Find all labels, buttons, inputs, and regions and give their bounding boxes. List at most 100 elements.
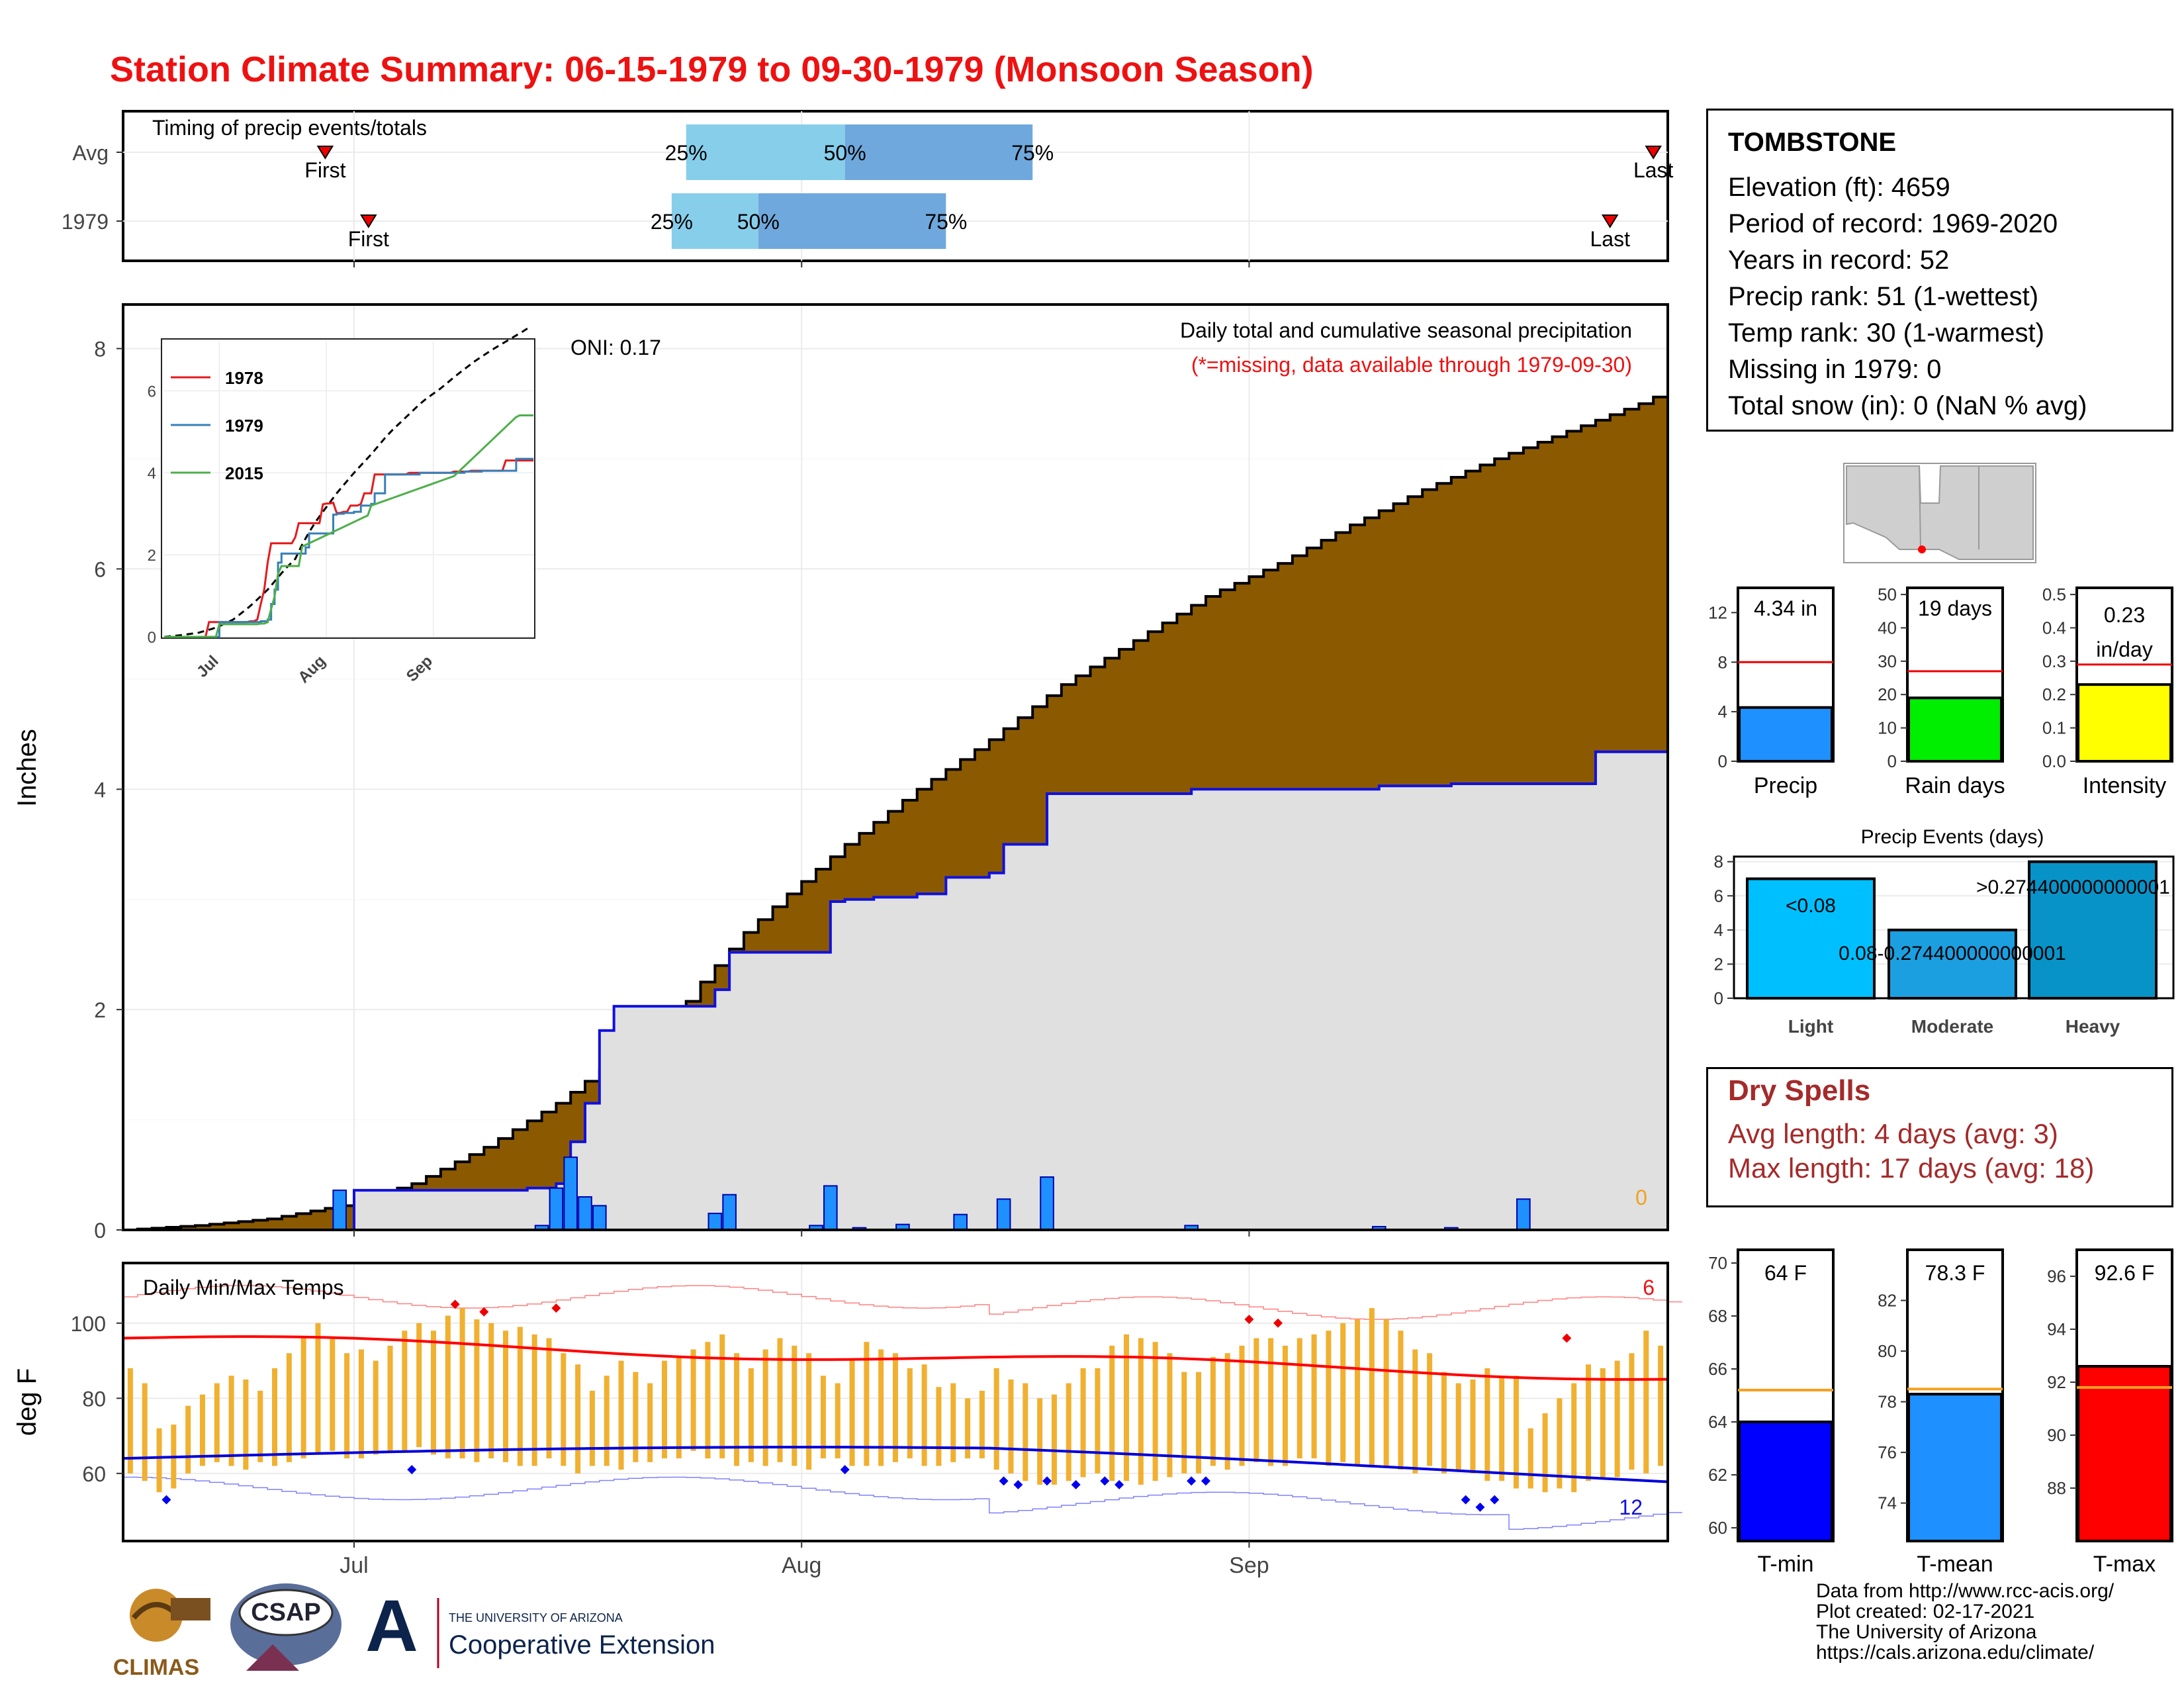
daily-temp-range-bar (734, 1353, 740, 1466)
mini-bar-ytick-label: 40 (1878, 618, 1897, 637)
record-low-marker (161, 1495, 171, 1505)
daily-temp-range-bar (965, 1398, 971, 1459)
daily-temp-range-bar (546, 1338, 552, 1459)
record-high-marker (551, 1303, 561, 1313)
daily-temp-range-bar (1224, 1353, 1230, 1470)
inset-legend-label: 1978 (225, 368, 263, 388)
daily-temp-range-bar (1383, 1319, 1389, 1466)
daily-temp-range-bar (647, 1383, 653, 1462)
daily-temp-range-bar (402, 1331, 408, 1451)
daily-temp-range-bar (430, 1331, 436, 1455)
daily-temp-range-bar (228, 1376, 234, 1466)
temp-summary-ytick-label: 70 (1708, 1253, 1727, 1273)
daily-temp-range-bar (488, 1323, 494, 1459)
precip-missing-note: (*=missing, data available through 1979-… (1191, 353, 1632, 377)
mini-bar-value (1738, 706, 1833, 763)
daily-temp-range-bar (690, 1349, 696, 1451)
mini-bar-ytick-label: 0.3 (2042, 651, 2066, 671)
daily-temp-range-bar (993, 1368, 999, 1470)
daily-temp-range-bar (315, 1323, 321, 1455)
temp-xtick-label: Aug (782, 1553, 822, 1578)
daily-temp-range-bar (1152, 1342, 1158, 1481)
footer-source: Data from http://www.rcc-acis.org/ (1816, 1580, 2115, 1602)
oni-label: ONI: 0.17 (570, 336, 661, 359)
inset-frame (161, 338, 535, 639)
temp-xtick-label: Sep (1229, 1553, 1269, 1578)
daily-precip-bar (1040, 1176, 1054, 1231)
daily-temp-range-bar (705, 1342, 711, 1459)
daily-temp-range-bar (1311, 1334, 1317, 1459)
daily-temp-range-bar (1297, 1338, 1302, 1459)
daily-temp-range-bar (1080, 1368, 1086, 1477)
station-name: TOMBSTONE (1728, 128, 1897, 157)
precip-panel: 0 2 4 6 8 Inches Daily total and cumulative … (13, 303, 1669, 1243)
timing-p25-label: 25% (665, 141, 707, 165)
daily-temp-range-bar (604, 1376, 610, 1466)
avg-tmax-line (122, 1335, 1668, 1381)
daily-temp-range-bar (199, 1394, 205, 1466)
events-bar (2028, 860, 2158, 1000)
temp-summary-value-label: 64 F (1764, 1261, 1807, 1285)
daily-temp-range-bar (1455, 1383, 1461, 1470)
daily-temp-range-bar (344, 1353, 350, 1459)
daily-precip-bar (1516, 1198, 1531, 1231)
mini-bar-ytick-label: 0 (1718, 751, 1727, 771)
record-low-marker (1071, 1479, 1081, 1489)
mini-bar-ytick-label: 10 (1878, 718, 1897, 738)
dry-spells-title: Dry Spells (1728, 1074, 1871, 1107)
daily-temp-range-bar (300, 1338, 306, 1459)
daily-temp-range-bar (286, 1353, 292, 1462)
temp-title: Daily Min/Max Temps (143, 1276, 343, 1299)
daily-temp-range-bar (1066, 1383, 1071, 1481)
daily-temp-range-bar (1037, 1398, 1043, 1485)
daily-temp-range-bar (936, 1387, 942, 1466)
timing-first-label: First (348, 227, 389, 251)
daily-temp-range-bar (921, 1364, 927, 1466)
climas-logo: CLIMAS (113, 1589, 210, 1680)
daily-precip-bar (707, 1213, 723, 1231)
temp-high-count: 6 (1643, 1276, 1655, 1299)
csap-logo-text: CSAP (251, 1599, 321, 1626)
temp-summary-ytick-label: 96 (2047, 1266, 2066, 1286)
mini-bar-ytick-label: 4 (1718, 702, 1727, 722)
temp-summary-ytick-label: 90 (2047, 1425, 2066, 1445)
temp-summary-ytick-label: 82 (1878, 1291, 1897, 1311)
timing-last-label: Last (1590, 227, 1631, 251)
precip-ytick-label: 6 (94, 557, 106, 581)
daily-temp-range-bar (1369, 1308, 1375, 1466)
temp-summary-label: T-min (1758, 1552, 1814, 1577)
daily-temp-range-bar (835, 1383, 841, 1459)
temp-summary-bar (1907, 1393, 2003, 1542)
events-xtick-label: Heavy (2066, 1016, 2120, 1037)
daily-temp-range-bar (1484, 1368, 1490, 1481)
daily-temp-range-bar (806, 1353, 812, 1470)
daily-temp-range-bar (445, 1315, 451, 1459)
temp-summary-ytick-label: 88 (2047, 1478, 2066, 1498)
temp-summary-label: T-mean (1917, 1552, 1993, 1577)
year-cumulative-line (123, 750, 1668, 1231)
dry-avg-length: Avg length: 4 days (avg: 3) (1728, 1118, 2058, 1149)
year-cumulative-area (123, 751, 1668, 1230)
station-period: Period of record: 1969-2020 (1728, 209, 2058, 238)
record-low-envelope (123, 1476, 1682, 1530)
timing-title: Timing of precip events/totals (152, 116, 427, 140)
timing-last-marker (1645, 146, 1662, 160)
mini-bar-value (2077, 683, 2172, 763)
daily-temp-range-bar (1282, 1345, 1288, 1466)
avg-tmin-line (122, 1446, 1668, 1483)
record-low-marker (1201, 1476, 1210, 1486)
record-low-marker (1042, 1476, 1052, 1486)
daily-temp-range-bar (748, 1368, 754, 1462)
events-heavy-label: >0.274400000000001 (1976, 876, 2170, 898)
record-low-marker (1490, 1495, 1500, 1505)
temp-ylabel: deg F (13, 1368, 42, 1436)
daily-temp-range-bar (561, 1353, 567, 1466)
daily-temp-range-bar (762, 1349, 768, 1466)
record-high-marker (450, 1299, 460, 1309)
daily-precip-bar (563, 1156, 578, 1231)
daily-temp-range-bar (185, 1405, 191, 1474)
inset-ytick-label: 0 (148, 629, 156, 647)
daily-precip-bar (578, 1196, 592, 1231)
daily-temp-range-bar (1557, 1398, 1563, 1489)
timing-last-marker (1601, 214, 1619, 228)
